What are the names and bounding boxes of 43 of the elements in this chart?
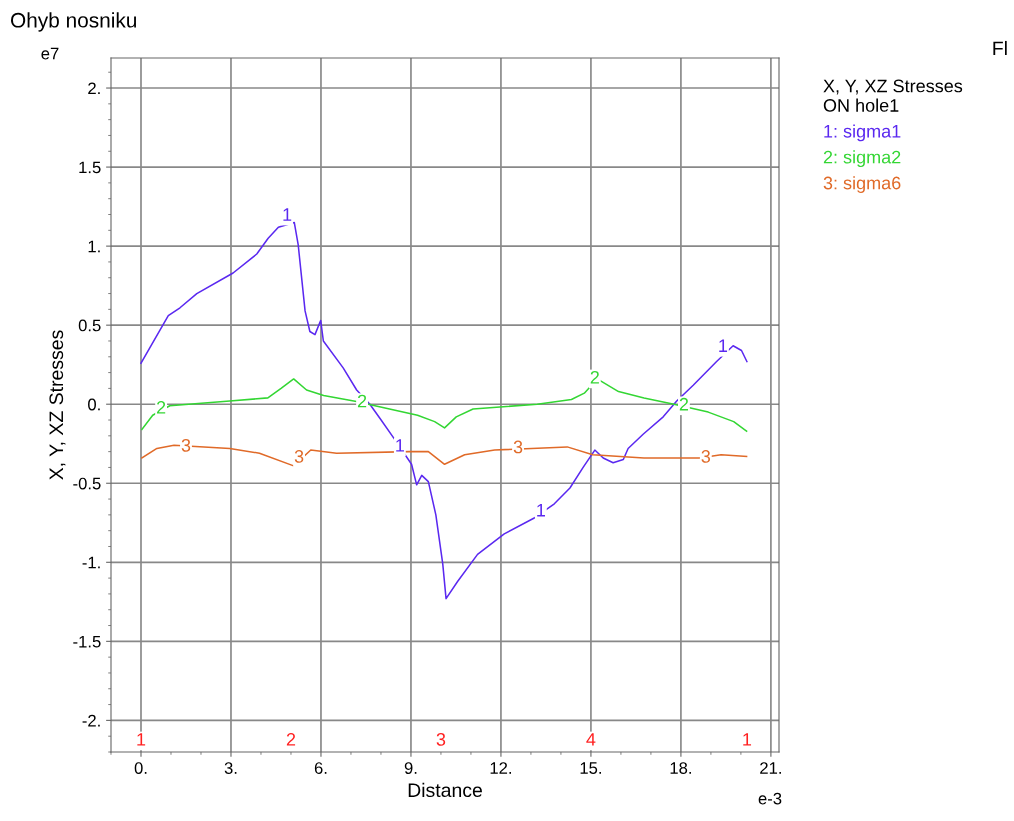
text: 2: sigma2 [823, 150, 901, 168]
annotation: 3 [436, 733, 446, 746]
text: e-3 [758, 792, 782, 805]
annotation: 2 [679, 397, 689, 411]
x-tick-label: 12. [490, 762, 512, 774]
y-tick-label: 0. [88, 398, 100, 411]
y-tick-label: 1. [88, 240, 100, 253]
y-tick-label: -0.5 [73, 477, 101, 490]
x-axis-title: Distance [408, 782, 482, 798]
text: e7 [41, 47, 59, 60]
y-axis-title: X, Y, XZ Stresses [49, 330, 66, 480]
x-tick-label: 18. [670, 762, 691, 774]
x-tick-label: 0. [134, 762, 147, 774]
x-tick-label: 3. [224, 762, 237, 774]
x-tick-label: 6. [314, 762, 327, 774]
annotation: 1 [137, 733, 146, 746]
chart-title: Ohyb nosniku [10, 12, 137, 32]
annotation: 3 [701, 450, 711, 463]
text: Fl [993, 40, 1007, 56]
annotation: 4 [586, 733, 596, 746]
x-tick-label: 15. [580, 762, 601, 774]
annotation: 3 [294, 450, 304, 463]
annotation: 1 [719, 339, 728, 352]
legend-title: X, Y, XZ Stresses ON hole1 [823, 79, 963, 112]
x-tick-label: 21. [760, 762, 781, 774]
annotation: 2 [357, 394, 367, 408]
y-tick-label: 0.5 [78, 319, 101, 332]
y-tick-label: -2. [82, 714, 100, 727]
text: 1: sigma1 [824, 124, 901, 142]
annotation: 3 [513, 440, 523, 454]
y-tick-label: -1.5 [73, 635, 101, 648]
text: 3: sigma6 [823, 176, 901, 193]
annotation: 1 [283, 208, 292, 221]
y-tick-label: 2. [88, 82, 100, 95]
x-tick-label: 9. [404, 762, 417, 774]
y-tick-label: -1. [82, 556, 100, 569]
y-tick-label: 1.5 [79, 161, 101, 174]
annotation: 3 [181, 438, 191, 452]
annotation: 1 [396, 439, 404, 452]
annotation: 1 [743, 733, 752, 746]
annotation: 2 [286, 733, 296, 746]
annotation: 1 [537, 503, 545, 517]
annotation: 2 [156, 401, 166, 414]
